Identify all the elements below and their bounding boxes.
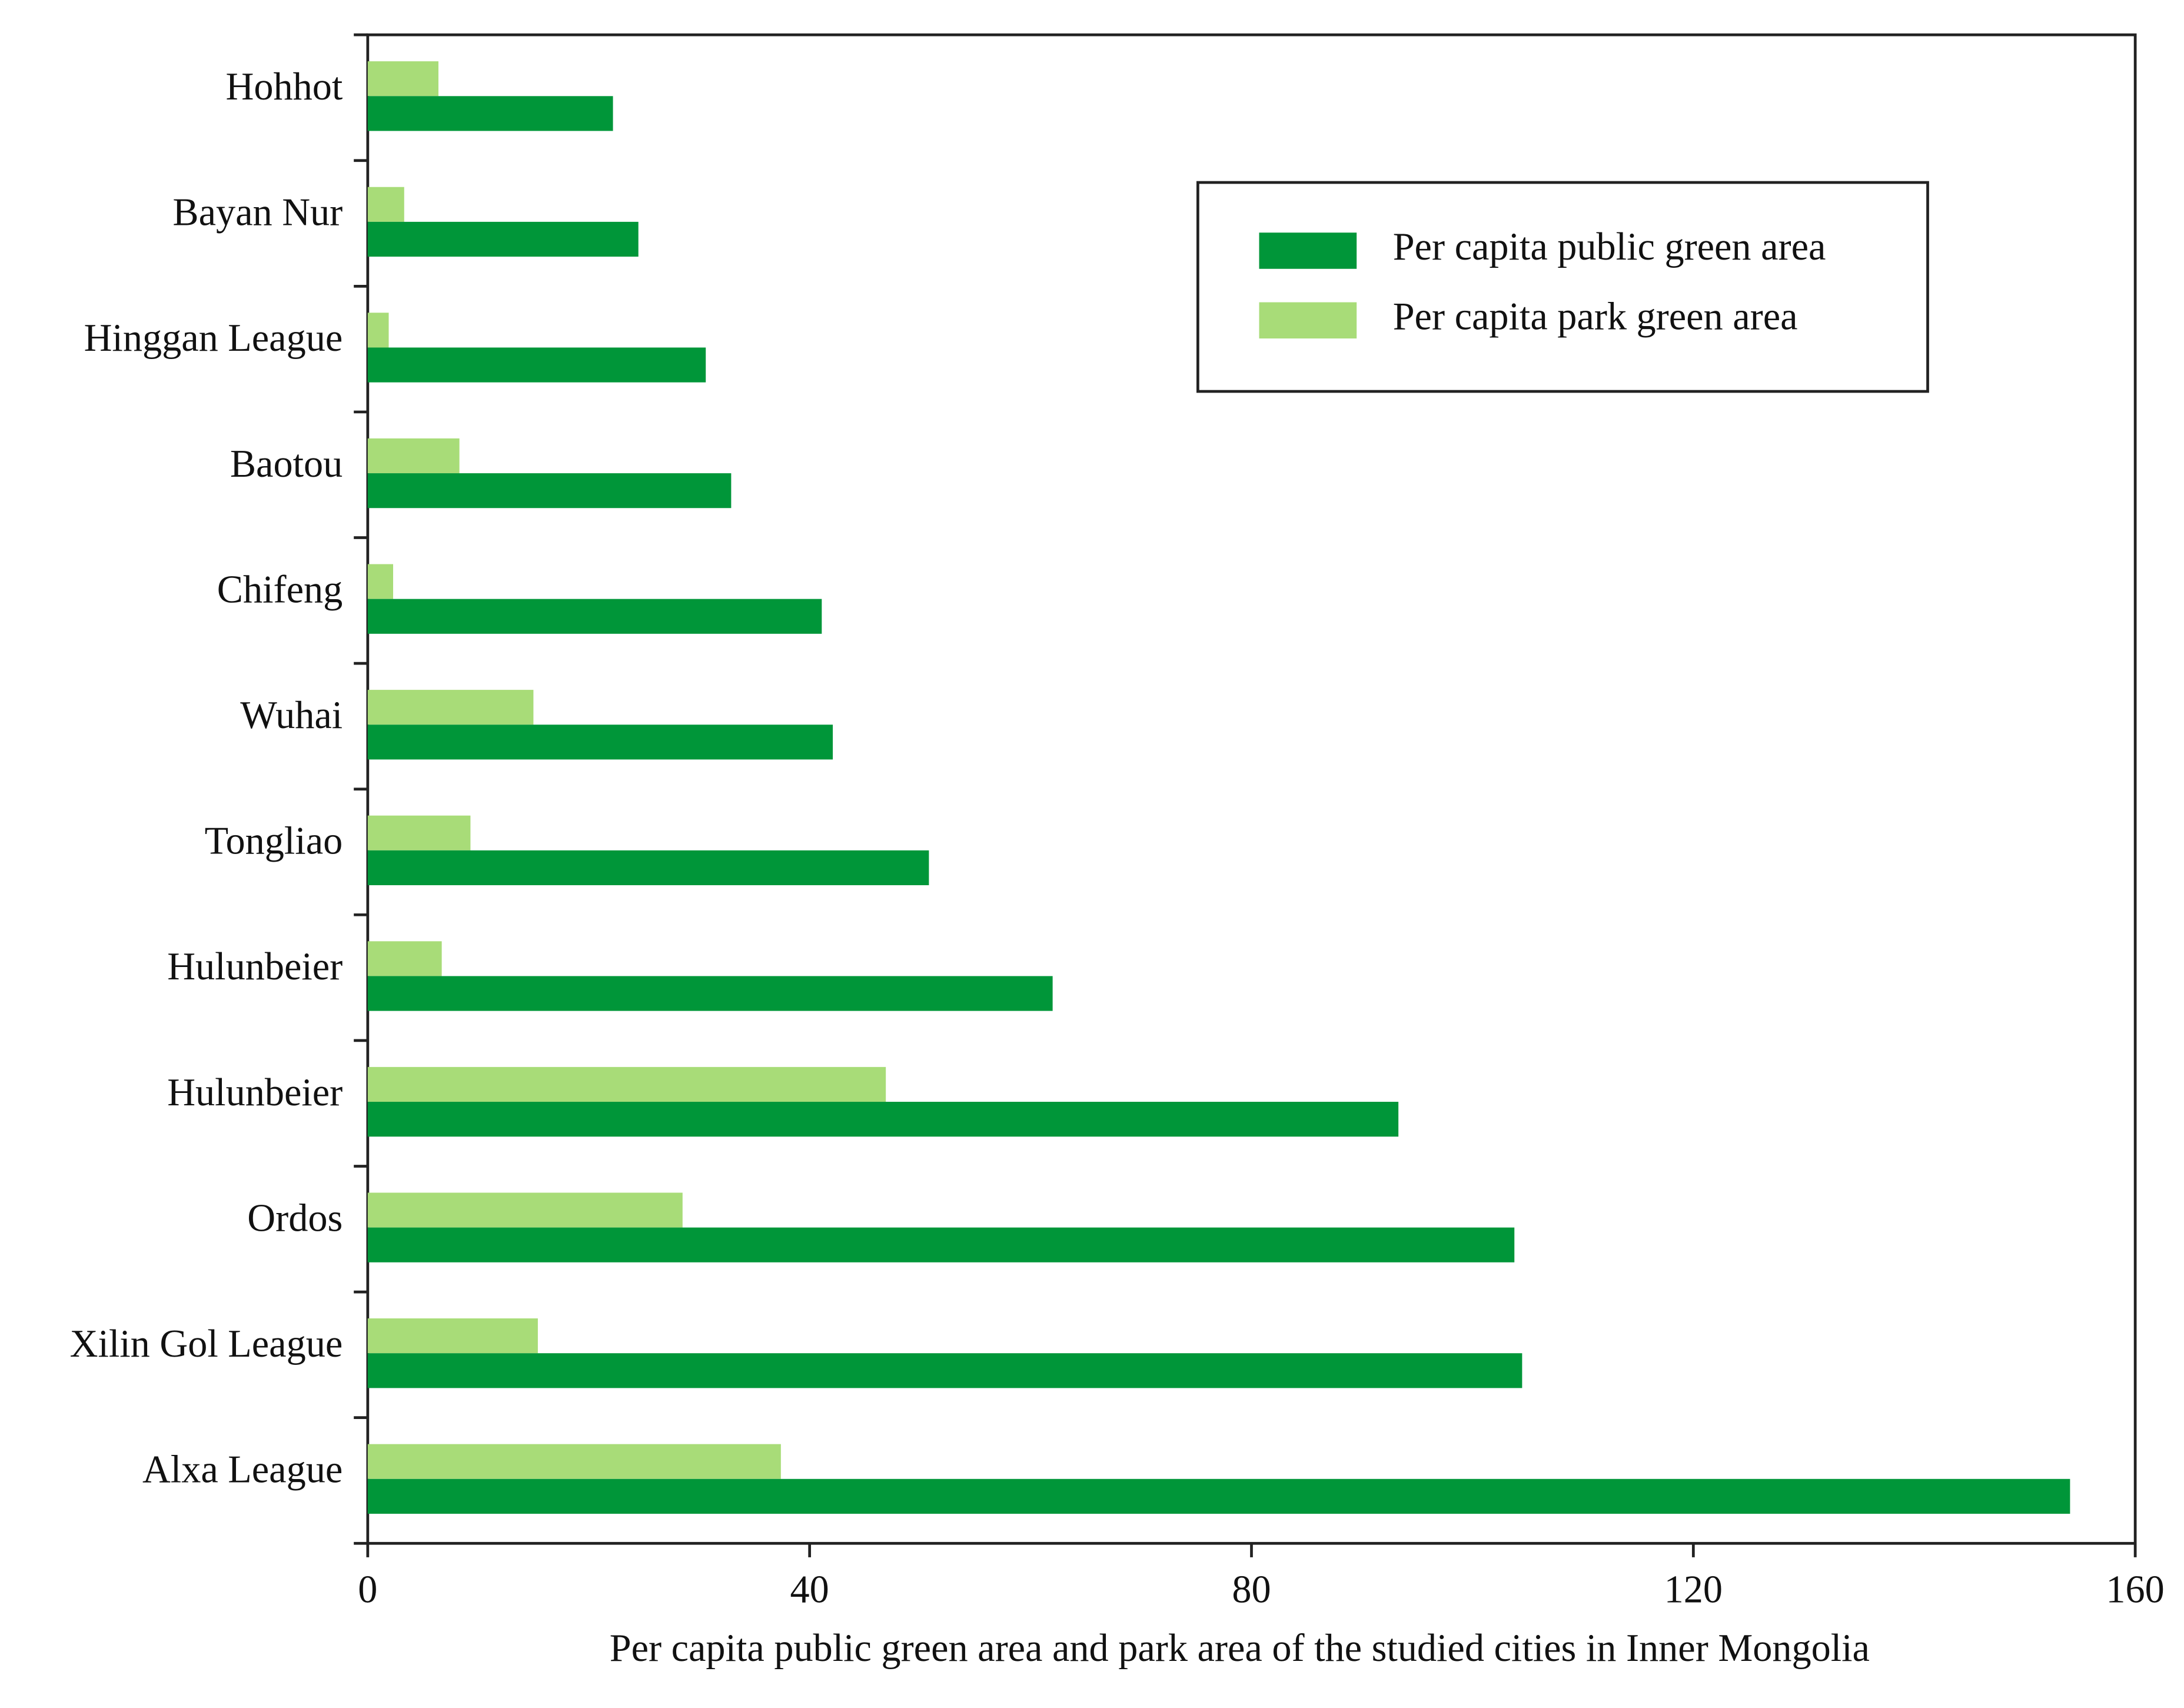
bar [367, 1353, 1523, 1388]
bar [367, 1478, 2070, 1514]
bar [367, 850, 929, 886]
category-label: Chifeng [217, 568, 343, 611]
bar [367, 187, 404, 222]
legend [1196, 181, 1929, 393]
x-axis-label: Per capita public green area and park ar… [610, 1627, 1870, 1670]
bar [367, 1318, 538, 1354]
x-tick-label: 80 [1232, 1569, 1271, 1611]
bar [367, 1444, 781, 1479]
bar [367, 941, 442, 976]
x-tick-label: 160 [2106, 1569, 2164, 1611]
category-label: Tongliao [205, 820, 343, 863]
category-label: Hulunbeier [167, 1071, 343, 1114]
bar [367, 473, 732, 509]
bar [367, 690, 534, 725]
legend-swatch [1259, 232, 1357, 269]
bar [367, 1066, 886, 1102]
legend-swatch [1259, 302, 1357, 339]
bar [367, 599, 822, 634]
bar [367, 815, 471, 850]
legend-label: Per capita park green area [1393, 295, 1798, 338]
category-label: Baotou [230, 443, 343, 486]
legend-box [1196, 181, 1929, 393]
category-label: Alxa League [142, 1448, 343, 1491]
bar [367, 1227, 1515, 1262]
category-label: Wuhai [240, 694, 343, 737]
bar [367, 313, 389, 348]
bar [367, 61, 438, 97]
bar [367, 976, 1053, 1011]
legend-label: Per capita public green area [1393, 225, 1826, 268]
bar [367, 221, 639, 257]
bar [367, 347, 706, 383]
bar [367, 438, 460, 474]
bar [367, 1192, 683, 1228]
category-label: Hulunbeier [167, 945, 343, 988]
bar [367, 96, 613, 131]
category-label: Ordos [247, 1197, 343, 1240]
bar [367, 564, 394, 599]
category-label: Bayan Nur [172, 191, 343, 234]
x-tick-label: 0 [358, 1569, 377, 1611]
bar [367, 1102, 1399, 1137]
x-tick-label: 40 [790, 1569, 829, 1611]
category-label: Hinggan League [84, 317, 343, 360]
category-label: Xilin Gol League [70, 1322, 343, 1365]
x-tick-label: 120 [1664, 1569, 1723, 1611]
category-label: Hohhot [225, 65, 343, 108]
bar [367, 725, 833, 760]
